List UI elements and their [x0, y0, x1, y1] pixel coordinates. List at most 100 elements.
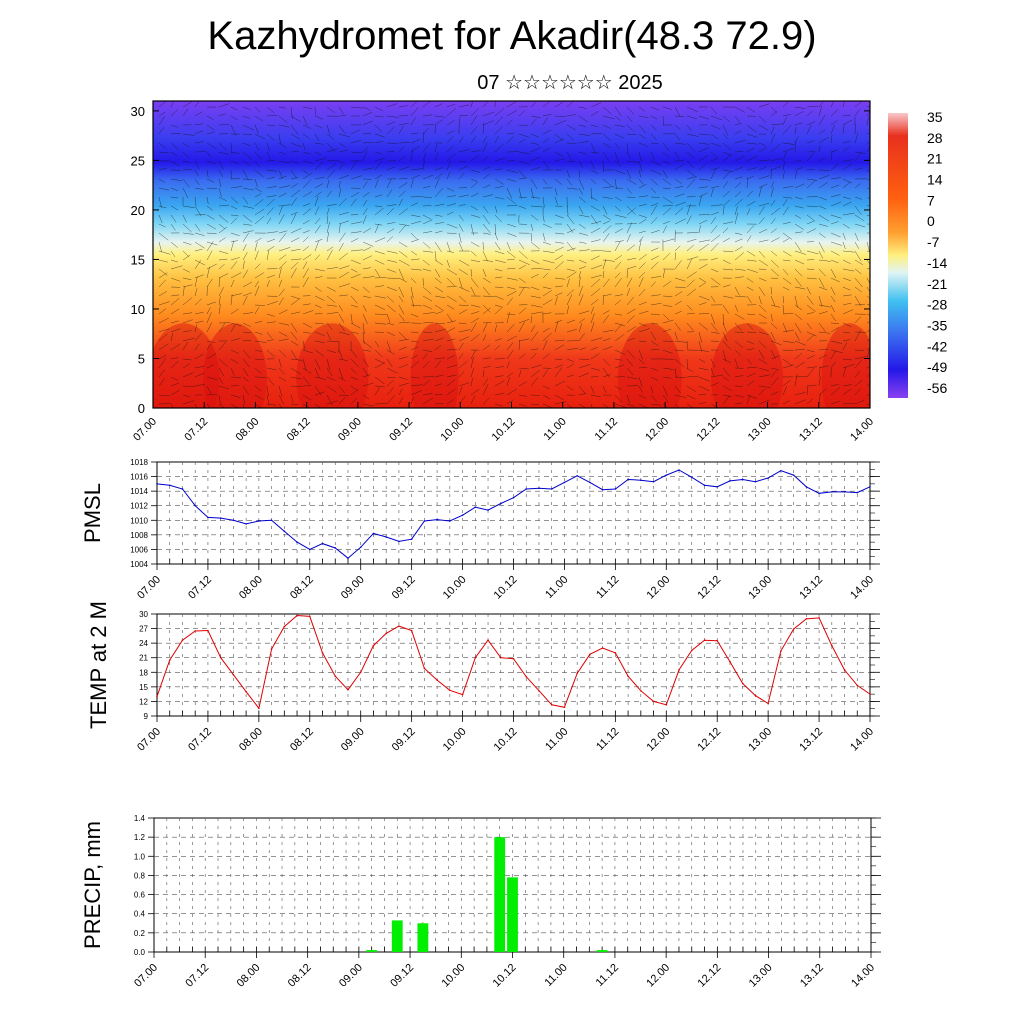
- wind-vector: [854, 359, 863, 369]
- wind-vector: [530, 156, 541, 162]
- wind-vector: [506, 136, 514, 144]
- wind-vector: [266, 195, 277, 198]
- wind-vector: [566, 363, 574, 369]
- wind-vector: [746, 358, 752, 365]
- x-tick-label: 08.00: [235, 962, 263, 990]
- wind-vector: [338, 212, 349, 216]
- wind-vector: [722, 376, 730, 381]
- wind-vector: [182, 337, 195, 342]
- wind-vector: [530, 295, 541, 299]
- wind-vector: [194, 178, 200, 186]
- x-tick-label: 12.00: [643, 416, 671, 444]
- wind-vector: [710, 168, 716, 180]
- wind-vector: [626, 349, 635, 359]
- data-point: [334, 547, 337, 549]
- x-tick-label: 07.12: [182, 416, 210, 444]
- colorbar-label: -42: [927, 338, 947, 354]
- wind-vector: [302, 203, 311, 207]
- wind-vector: [290, 142, 302, 148]
- wind-vector: [374, 115, 384, 118]
- wind-vector: [206, 385, 212, 394]
- wind-vector: [866, 295, 870, 299]
- wind-vector: [842, 232, 846, 240]
- y-tick-label: 30: [131, 104, 145, 119]
- wind-vector: [482, 365, 491, 369]
- data-point: [512, 496, 515, 499]
- data-point: [168, 659, 171, 661]
- wind-vector: [818, 175, 830, 180]
- wind-vector: [686, 215, 692, 225]
- wind-vector: [782, 206, 789, 216]
- wind-vector: [494, 295, 504, 300]
- wind-vector: [566, 247, 576, 252]
- wind-vector: [602, 358, 611, 367]
- data-point: [423, 520, 426, 522]
- wind-vector: [554, 401, 567, 405]
- wind-vector: [266, 151, 271, 161]
- wind-vector: [734, 252, 745, 261]
- wind-vector: [302, 303, 311, 306]
- wind-vector: [434, 222, 445, 225]
- wind-vector: [710, 188, 714, 198]
- wind-vector: [506, 101, 517, 108]
- wind-vector: [674, 322, 681, 331]
- wind-vector: [326, 142, 336, 153]
- y-tick-label: 27: [139, 625, 148, 634]
- wind-vector: [662, 106, 672, 110]
- wind-vector: [554, 196, 558, 205]
- data-point: [678, 469, 680, 471]
- wind-vector: [578, 169, 580, 178]
- wind-vector: [350, 388, 359, 396]
- wind-vector: [590, 239, 601, 243]
- wind-vector: [350, 304, 359, 308]
- wind-vector: [398, 382, 410, 387]
- wind-vector: [842, 277, 851, 282]
- wind-vector: [770, 123, 783, 126]
- wind-vector: [374, 224, 379, 234]
- wind-vector: [386, 103, 398, 108]
- wind-vector: [398, 397, 404, 405]
- wind-vector: [494, 276, 503, 279]
- wind-vector: [362, 340, 372, 349]
- wind-vector: [674, 349, 684, 352]
- wind-vector: [326, 295, 336, 303]
- wind-vector: [494, 392, 505, 396]
- wind-vector: [458, 322, 467, 325]
- wind-vector: [794, 250, 807, 255]
- wind-vector: [746, 366, 757, 369]
- wind-vector: [182, 297, 193, 306]
- wind-vector: [374, 358, 385, 364]
- wind-vector: [554, 115, 566, 118]
- wind-vector: [422, 142, 431, 153]
- wind-vector: [314, 183, 323, 189]
- wind-vector: [386, 313, 391, 323]
- data-point: [423, 667, 426, 670]
- wind-vector: [326, 232, 329, 243]
- wind-vector: [254, 208, 265, 216]
- wind-vector: [818, 366, 821, 378]
- wind-vector: [698, 340, 702, 352]
- wind-vector: [518, 319, 530, 324]
- wind-vector: [530, 142, 539, 145]
- wind-vector: [170, 109, 179, 117]
- wind-vector: [830, 259, 839, 264]
- wind-vector: [662, 178, 672, 185]
- wind-vector: [326, 400, 339, 405]
- wind-vector: [722, 206, 725, 216]
- wind-vector: [170, 250, 176, 258]
- wind-vector: [614, 322, 626, 327]
- wind-vector: [866, 313, 870, 316]
- wind-vector: [398, 331, 407, 340]
- wind-vector: [758, 277, 767, 282]
- wind-vector: [230, 196, 239, 204]
- wind-vector: [254, 115, 263, 122]
- wind-vector: [362, 215, 367, 225]
- wind-vector: [446, 259, 450, 268]
- wind-vector: [302, 124, 312, 129]
- wind-vector: [302, 340, 306, 350]
- wind-vector: [818, 365, 829, 369]
- wind-vector: [506, 388, 517, 396]
- wind-vector: [206, 393, 217, 396]
